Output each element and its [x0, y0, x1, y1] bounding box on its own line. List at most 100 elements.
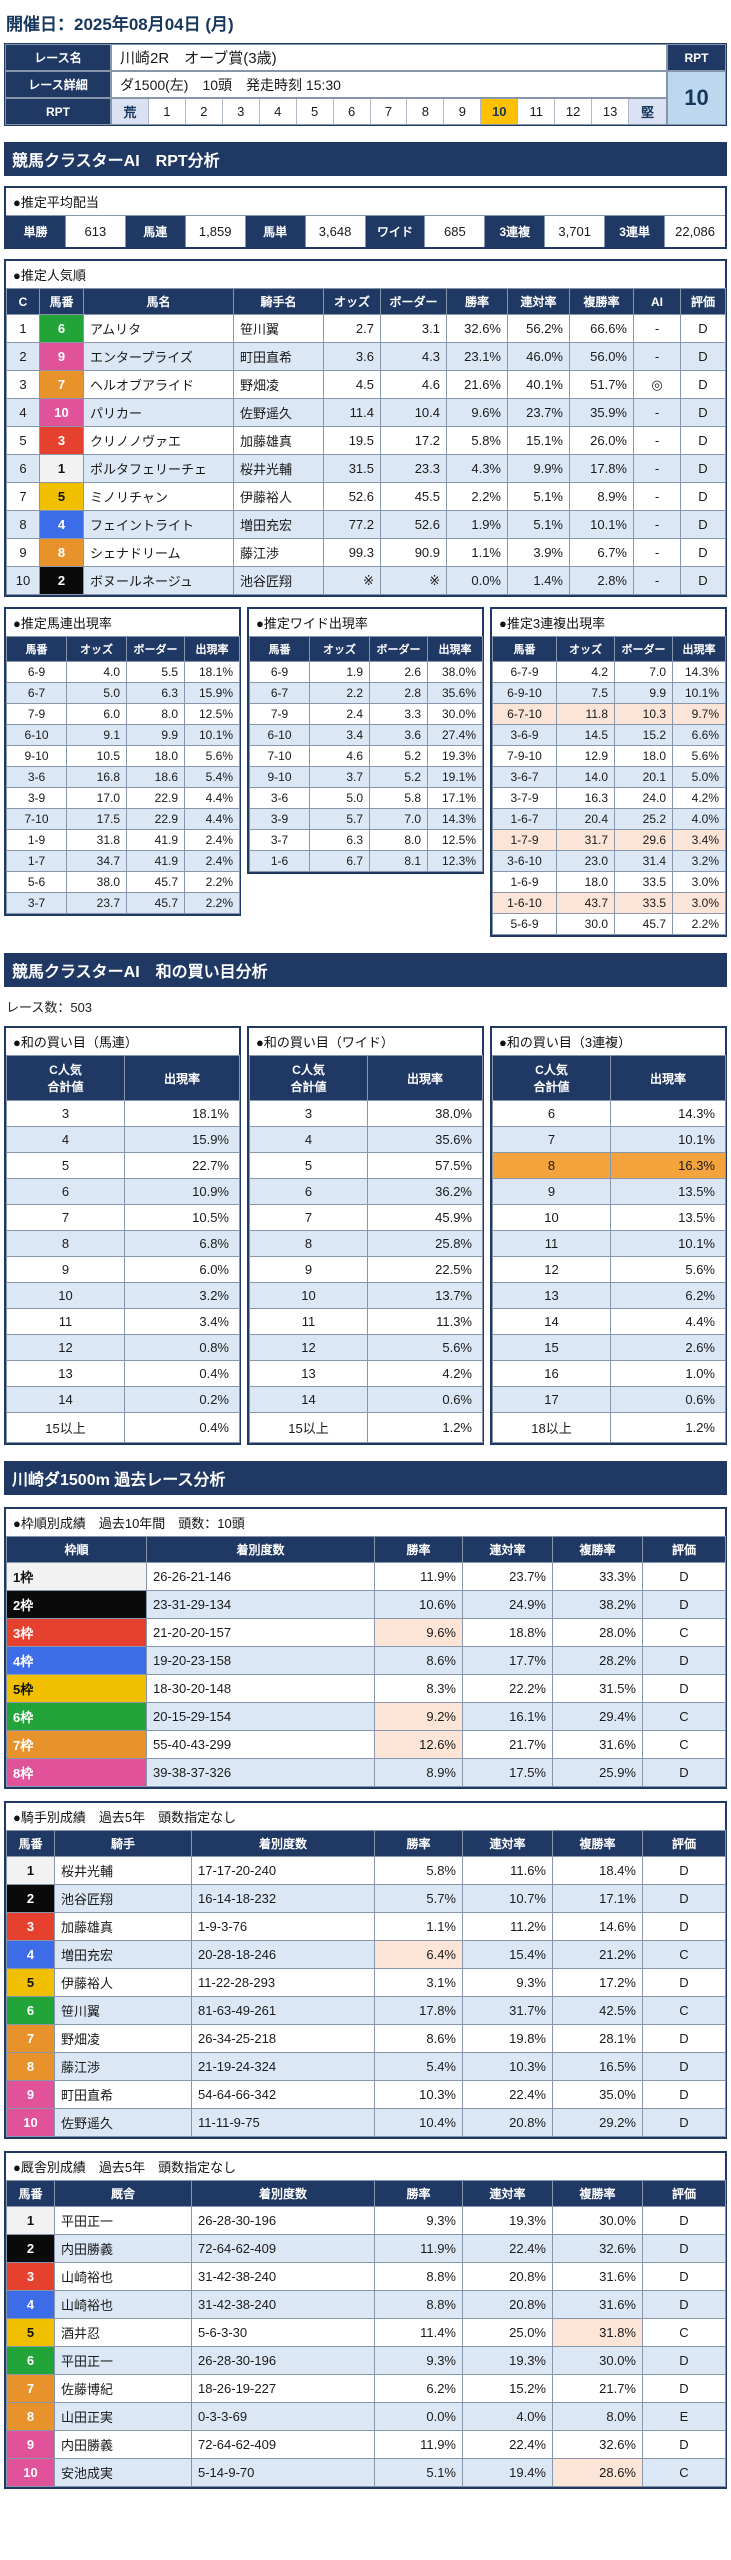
- payout-value: 1,859: [185, 216, 246, 247]
- horse-number-cell: 2: [39, 566, 84, 595]
- table-cell: 11.6%: [462, 1856, 553, 1885]
- table-cell: 15: [492, 1334, 611, 1361]
- table-row: 12 5.6%: [492, 1256, 726, 1283]
- table-cell: 0.4%: [124, 1412, 240, 1443]
- section-title-rpt-analysis: 競馬クラスターAI RPT分析: [4, 142, 727, 176]
- table-cell: D: [680, 510, 726, 539]
- table-cell: 11.9%: [374, 1562, 463, 1591]
- table-cell: 7-10: [249, 745, 310, 767]
- table-row: 3-7-9 16.3 24.0 4.2%: [492, 787, 726, 809]
- race-name-label: レース名: [5, 44, 111, 71]
- horse-number-cell: 2枠: [6, 1590, 147, 1619]
- table-row: 6-9-10 7.5 9.9 10.1%: [492, 682, 726, 704]
- table-cell: 12.3%: [427, 850, 483, 872]
- table-row: 5 3 クリノノヴァエ 加藤雄真 19.5 17.2 5.8% 15.1% 26.0% - D: [6, 426, 726, 455]
- table-cell: -: [633, 342, 681, 371]
- column-header: 騎手名: [233, 288, 324, 315]
- table-row: 8枠 39-38-37-326 8.9% 17.5% 25.9% D: [6, 1758, 726, 1787]
- table-cell: 5.1%: [374, 2458, 463, 2487]
- table-cell: 16: [492, 1360, 611, 1387]
- table-cell: 38.2%: [552, 1590, 643, 1619]
- table-cell: 9.3%: [462, 1968, 553, 1997]
- table-cell: 18.4%: [552, 1856, 643, 1885]
- table-cell: 6-9: [249, 661, 310, 683]
- table-cell: 16.8: [66, 766, 127, 788]
- table-cell: 6.4%: [374, 1940, 463, 1969]
- column-header: 評価: [680, 288, 726, 315]
- table-cell: 23.1%: [446, 342, 508, 371]
- table-cell: D: [642, 2234, 726, 2263]
- column-header: 馬番: [39, 288, 84, 315]
- table-cell: 6-10: [249, 724, 310, 746]
- table-cell: 20.8%: [462, 2108, 553, 2137]
- table-cell: 52.6: [323, 482, 381, 511]
- table-cell: -: [633, 482, 681, 511]
- table-cell: 4: [6, 1126, 125, 1153]
- table-cell: 9.6%: [374, 1618, 463, 1647]
- table-cell: 5.4%: [374, 2052, 463, 2081]
- rpt-scale-cell: 8: [407, 99, 445, 124]
- table-row: 1-6-7 20.4 25.2 4.0%: [492, 808, 726, 830]
- table-cell: 13.5%: [610, 1178, 726, 1205]
- rpt-scale-cell: 13: [592, 99, 630, 124]
- payout-value: 3,648: [305, 216, 366, 247]
- table-cell: 17.2: [380, 426, 447, 455]
- horse-number-cell: 4枠: [6, 1646, 147, 1675]
- table-cell: 20-15-29-154: [146, 1702, 375, 1731]
- table-row: 18以上 1.2%: [492, 1412, 726, 1443]
- table-cell: 笹川翼: [54, 1996, 192, 2025]
- table-cell: D: [642, 1590, 726, 1619]
- waku-results-title: ●枠順別成績 過去10年間 頭数：10頭: [6, 1509, 725, 1536]
- table-cell: 3.1%: [374, 1968, 463, 1997]
- payout-type-label: 3連複: [485, 216, 546, 247]
- table-cell: 7: [492, 1126, 611, 1153]
- column-header: ボーダー: [614, 636, 673, 662]
- table-cell: 5: [6, 1152, 125, 1179]
- table-cell: 33.3%: [552, 1562, 643, 1591]
- table-cell: 21.7%: [552, 2374, 643, 2403]
- table-cell: 15.1%: [507, 426, 570, 455]
- jockey-results-title: ●騎手別成績 過去5年 頭数指定なし: [6, 1803, 725, 1830]
- table-cell: 10.1%: [610, 1126, 726, 1153]
- table-cell: 1.9%: [446, 510, 508, 539]
- table-cell: 10.5: [66, 745, 127, 767]
- table-cell: D: [642, 1912, 726, 1941]
- column-header: 着別度数: [191, 1830, 375, 1857]
- table-cell: 23.7%: [507, 398, 570, 427]
- table-cell: 12: [249, 1334, 368, 1361]
- table-row: 9 22.5%: [249, 1256, 483, 1283]
- table-cell: 7.0: [369, 808, 428, 830]
- table-cell: 1-6-10: [492, 892, 557, 914]
- sanrenpuku-rate-table: ●推定3連複出現率 馬番 オッズ ボーダー 出現率 6-7-9 4.2 7.0 14.3% 6…: [490, 607, 727, 937]
- table-cell: 0.0%: [374, 2402, 463, 2431]
- horse-number-cell: 4: [6, 1940, 55, 1969]
- table-row: 17 0.6%: [492, 1386, 726, 1413]
- table-cell: 26-26-21-146: [146, 1562, 375, 1591]
- table-cell: 33.5: [614, 892, 673, 914]
- payout-type-label: 単勝: [6, 216, 66, 247]
- table-cell: 12.9: [556, 745, 615, 767]
- table-cell: 6-7-9: [492, 661, 557, 683]
- table-cell: 1.2%: [610, 1412, 726, 1443]
- table-cell: 32.6%: [552, 2234, 643, 2263]
- table-cell: 3.6: [369, 724, 428, 746]
- sanrenpuku-rate-header-row: 馬番 オッズ ボーダー 出現率: [492, 636, 726, 662]
- wide-rate-header-row: 馬番 オッズ ボーダー 出現率: [249, 636, 483, 662]
- table-cell: 1: [6, 314, 40, 343]
- column-header: 出現率: [427, 636, 483, 662]
- column-header: 枠順: [6, 1536, 147, 1563]
- table-cell: 19-20-23-158: [146, 1646, 375, 1675]
- horse-number-cell: 7枠: [6, 1730, 147, 1759]
- table-cell: 5-6: [6, 871, 67, 893]
- table-cell: 18-26-19-227: [191, 2374, 375, 2403]
- horse-number-cell: 6: [6, 2346, 55, 2375]
- table-cell: 8: [492, 1152, 611, 1179]
- column-header: 勝率: [374, 1830, 463, 1857]
- table-cell: 15以上: [249, 1412, 368, 1443]
- table-cell: 28.0%: [552, 1618, 643, 1647]
- table-cell: 3.2%: [672, 850, 726, 872]
- table-cell: 17.1%: [427, 787, 483, 809]
- table-cell: 33.5: [614, 871, 673, 893]
- table-row: 13 4.2%: [249, 1360, 483, 1387]
- table-cell: 1-9-3-76: [191, 1912, 375, 1941]
